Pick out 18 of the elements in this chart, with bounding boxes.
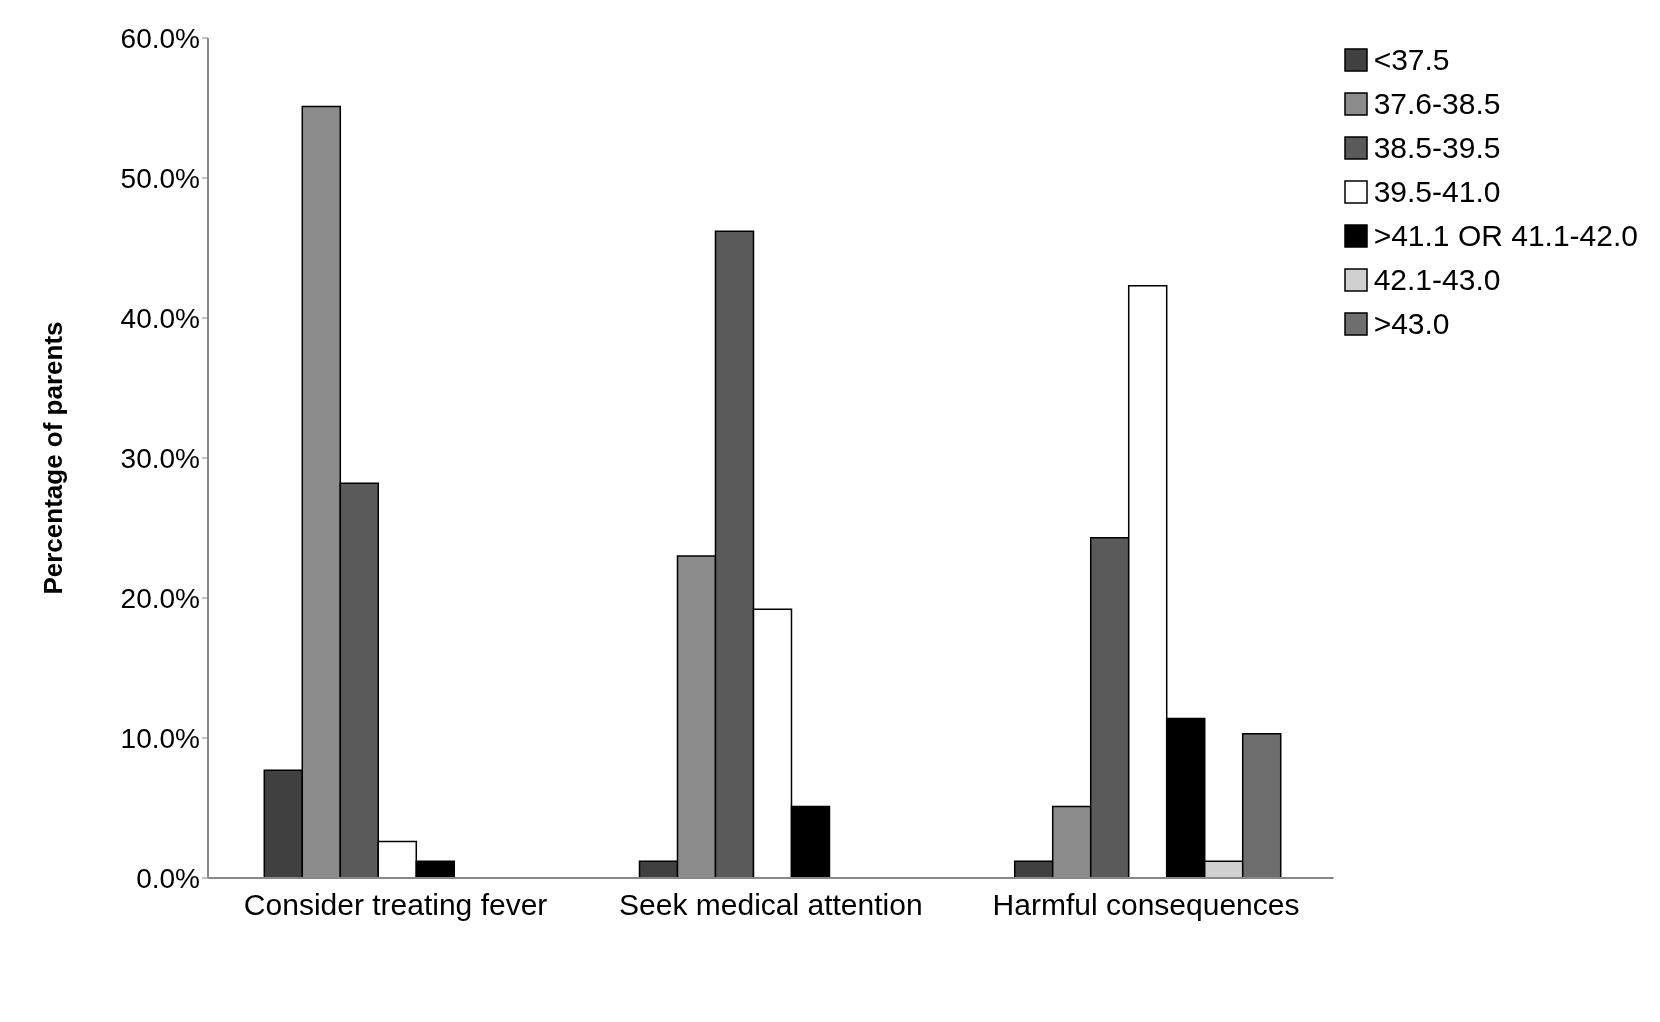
x-tick-label: Consider treating fever xyxy=(243,888,548,922)
y-tick-label: 20.0% xyxy=(120,582,200,614)
y-tick-label: 0.0% xyxy=(136,862,200,894)
y-tick-label: 30.0% xyxy=(120,442,200,474)
x-tick-label: Harmful consequences xyxy=(992,888,1300,922)
y-axis-title: Percentage of parents xyxy=(38,321,69,595)
legend-label: 39.5-41.0 xyxy=(1373,174,1501,210)
y-tick-label: 50.0% xyxy=(120,162,200,194)
legend-label: <37.5 xyxy=(1373,42,1450,78)
legend-label: >43.0 xyxy=(1373,306,1450,342)
legend-label: 37.6-38.5 xyxy=(1373,86,1501,122)
x-tick-label: Seek medical attention xyxy=(619,888,923,922)
legend-label: 42.1-43.0 xyxy=(1373,262,1501,298)
y-tick-label: 40.0% xyxy=(120,302,200,334)
y-tick-label: 10.0% xyxy=(120,722,200,754)
legend-label: >41.1 OR 41.1-42.0 xyxy=(1373,218,1638,254)
legend-label: 38.5-39.5 xyxy=(1373,130,1501,166)
y-tick-label: 60.0% xyxy=(120,22,200,54)
